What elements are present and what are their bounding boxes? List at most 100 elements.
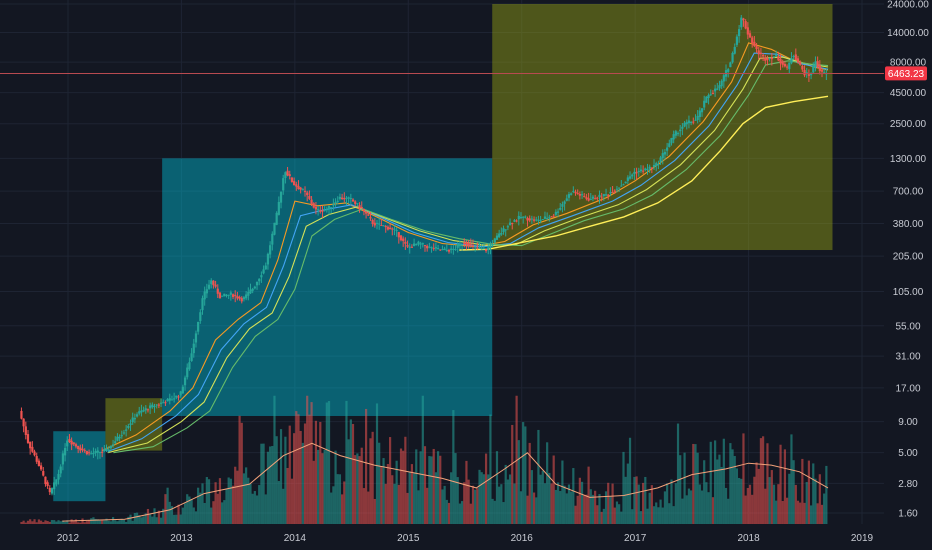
volume-bar-120 <box>282 488 285 524</box>
volume-bar-203 <box>463 482 466 524</box>
candle-body-157 <box>362 208 366 212</box>
candle-body-104 <box>247 291 250 296</box>
candle-body-139 <box>323 209 326 211</box>
candle-body-298 <box>670 138 673 144</box>
candle-body-94 <box>225 294 228 296</box>
volume-bar-143 <box>332 486 335 524</box>
volume-bar-148 <box>343 481 346 524</box>
candle-body-95 <box>227 294 230 296</box>
volume-bar-262 <box>591 494 595 524</box>
volume-bar-60 <box>151 516 154 524</box>
candle-body-317 <box>711 92 715 94</box>
candle-body-30 <box>85 451 88 455</box>
candle-body-187 <box>428 246 431 248</box>
volume-bar-57 <box>144 513 147 524</box>
candle-body-245 <box>554 211 557 215</box>
candle-body-266 <box>600 196 603 198</box>
candle-body-41 <box>109 445 112 449</box>
volume-bar-193 <box>441 489 444 524</box>
volume-bar-104 <box>247 477 250 524</box>
volume-bar-101 <box>240 422 243 524</box>
candle-body-182 <box>417 241 420 245</box>
candle-body-175 <box>402 238 405 241</box>
candle-body-301 <box>676 133 680 135</box>
volume-ma-line <box>62 442 829 522</box>
volume-bar-266 <box>600 511 603 524</box>
volume-bar-200 <box>456 477 459 524</box>
volume-bar-283 <box>637 484 640 524</box>
candle-body-221 <box>502 228 505 233</box>
volume-bar-76 <box>186 494 189 524</box>
volume-bar-95 <box>227 477 230 524</box>
volume-bar-81 <box>197 487 200 524</box>
candle-body-160 <box>369 217 372 219</box>
candle-body-51 <box>131 417 134 423</box>
y-tick-label-5: 1300.00 <box>890 154 927 165</box>
candle-body-45 <box>118 436 121 439</box>
candle-body-242 <box>548 216 551 218</box>
y-tick-label-1: 14000.00 <box>887 28 929 39</box>
candle-body-18 <box>59 466 62 474</box>
x-tick-label-2012: 2012 <box>57 533 80 544</box>
volume-bar-47 <box>122 519 126 524</box>
volume-bar-341 <box>764 488 767 524</box>
candle-body-170 <box>391 228 394 230</box>
candle-body-224 <box>508 222 512 225</box>
candle-body-131 <box>306 192 309 196</box>
candle-body-138 <box>321 210 324 212</box>
volume-bar-184 <box>421 395 424 524</box>
volume-bar-55 <box>140 517 143 524</box>
candle-body-214 <box>487 247 490 250</box>
candle-body-4 <box>29 441 32 449</box>
candle-body-1 <box>22 418 25 427</box>
candle-body-13 <box>48 487 51 493</box>
y-tick-label-11: 31.00 <box>895 352 920 363</box>
candle-body-122 <box>286 170 289 176</box>
volume-bar-358 <box>801 458 804 524</box>
volume-bar-78 <box>190 498 193 524</box>
candle-body-309 <box>694 119 697 121</box>
volume-bar-317 <box>711 497 715 524</box>
candle-body-90 <box>216 288 219 294</box>
volume-bar-237 <box>537 429 540 524</box>
y-tick-label-7: 380.00 <box>893 219 924 230</box>
volume-bar-251 <box>567 484 571 524</box>
candle-body-282 <box>635 172 638 174</box>
volume-bar-324 <box>727 498 730 524</box>
candle-body-147 <box>341 197 344 200</box>
candle-body-202 <box>460 244 464 246</box>
candle-body-208 <box>474 246 477 248</box>
volume-bar-63 <box>157 510 160 524</box>
volume-bar-83 <box>201 483 204 524</box>
candle-body-247 <box>559 207 562 210</box>
volume-bar-129 <box>301 442 304 524</box>
volume-bar-107 <box>253 491 256 524</box>
x-tick-label-2017: 2017 <box>624 533 647 544</box>
candle-body-233 <box>528 218 531 221</box>
volume-bar-188 <box>430 456 433 524</box>
candle-body-344 <box>770 57 773 60</box>
volume-bar-223 <box>506 479 509 524</box>
candle-body-253 <box>572 191 575 193</box>
volume-bar-194 <box>443 485 446 524</box>
candle-body-289 <box>650 167 653 169</box>
candle-body-285 <box>642 170 645 172</box>
candle-body-288 <box>648 166 651 169</box>
volume-bar-102 <box>242 473 246 524</box>
candle-body-302 <box>679 129 682 132</box>
volume-bar-256 <box>578 477 581 524</box>
candle-body-300 <box>674 131 677 136</box>
candle-body-238 <box>539 220 542 222</box>
volume-bar-232 <box>526 495 529 524</box>
volume-bar-261 <box>589 489 592 524</box>
candle-body-120 <box>282 178 285 191</box>
candle-body-50 <box>129 423 132 426</box>
candle-body-178 <box>408 246 411 248</box>
volume-bar-306 <box>687 488 691 524</box>
candle-body-303 <box>681 126 684 129</box>
candle-body-17 <box>57 473 60 480</box>
volume-bar-19 <box>61 520 64 524</box>
volume-bar-236 <box>535 497 538 524</box>
candle-body-100 <box>238 297 241 299</box>
